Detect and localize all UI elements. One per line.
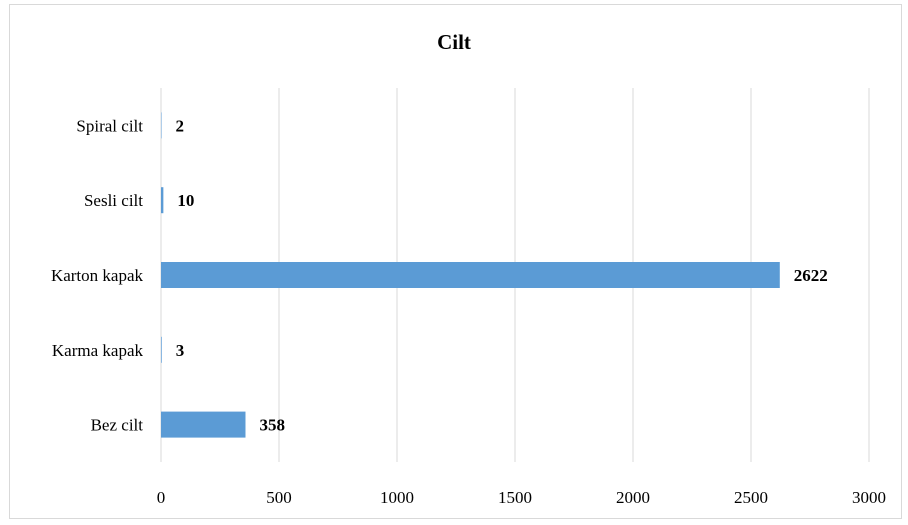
data-label: 2622	[794, 266, 828, 285]
data-label: 2	[175, 116, 184, 135]
category-label: Karma kapak	[52, 341, 144, 360]
x-tick-label: 2000	[616, 488, 650, 507]
x-tick-label: 2500	[734, 488, 768, 507]
data-label: 358	[259, 416, 285, 435]
data-labels: 2 10 2622 3 358	[175, 116, 827, 434]
category-label: Bez cilt	[91, 416, 144, 435]
bar	[161, 411, 246, 438]
bar	[161, 262, 780, 288]
data-label: 10	[177, 191, 194, 210]
category-label: Spiral cilt	[76, 116, 143, 135]
x-tick-label: 1500	[498, 488, 532, 507]
data-label: 3	[176, 341, 185, 360]
category-labels: Spiral cilt Sesli cilt Karton kapak Karma k…	[51, 116, 144, 434]
x-tick-label: 0	[157, 488, 166, 507]
x-tick-labels: 0 500 1000 1500 2000 2500 3000	[157, 488, 886, 507]
x-tick-label: 3000	[852, 488, 886, 507]
category-label: Sesli cilt	[84, 191, 143, 210]
bar	[161, 336, 162, 363]
x-tick-label: 1000	[380, 488, 414, 507]
chart-title: Cilt	[437, 30, 471, 54]
category-label: Karton kapak	[51, 266, 144, 285]
chart-frame	[9, 4, 902, 519]
bars	[161, 112, 780, 438]
x-tick-label: 500	[266, 488, 292, 507]
bar	[161, 187, 164, 214]
